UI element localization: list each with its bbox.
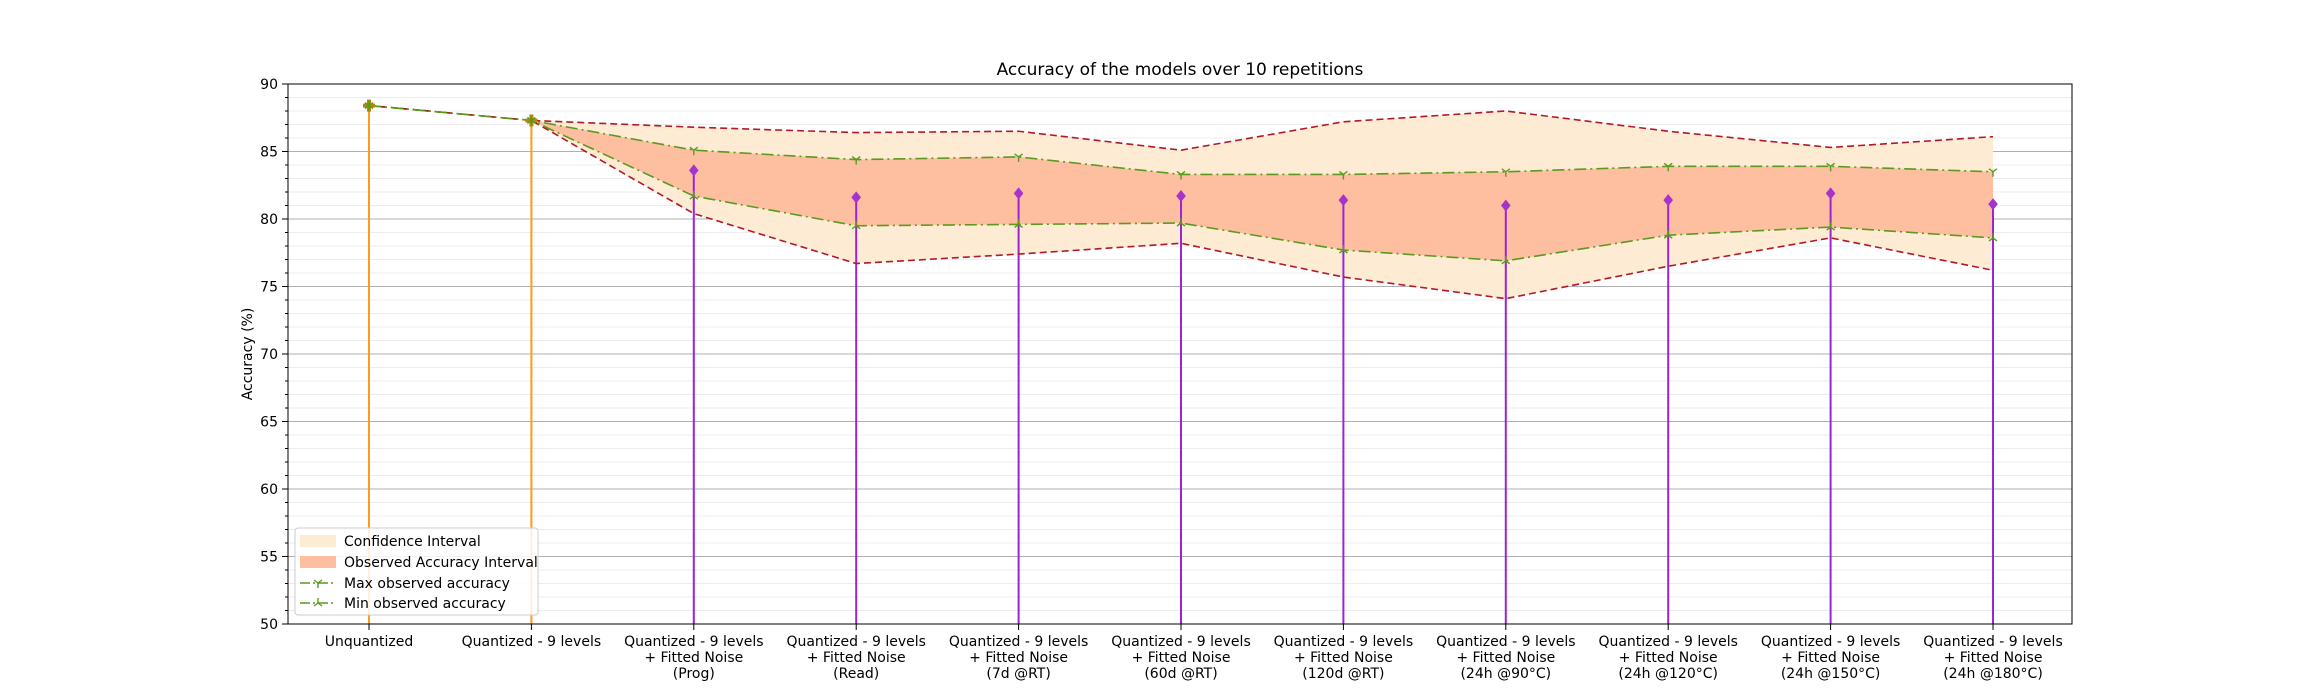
- min-marker: [851, 220, 861, 230]
- max-marker: [1338, 170, 1348, 180]
- max-marker: [1176, 170, 1186, 180]
- mean-marker: [689, 164, 699, 177]
- min-marker: [1176, 218, 1186, 227]
- min-marker: [1988, 232, 1998, 242]
- y-axis: 50 55 60 65 70 75 80 85 90: [260, 77, 288, 633]
- stems: [368, 105, 1994, 624]
- max-marker: [689, 146, 699, 156]
- x-tick-label: Unquantized: [325, 634, 414, 650]
- max-marker: [1501, 168, 1511, 177]
- x-tick-label: Quantized - 9 levels + Fitted Noise (24h @…: [1761, 634, 1900, 682]
- observed-accuracy-band: [369, 105, 1993, 261]
- mean-marker: [1988, 198, 1998, 211]
- mean-marker: [1663, 194, 1673, 207]
- y-tick-label: 65: [260, 415, 278, 431]
- x-tick-label: Quantized - 9 levels + Fitted Noise (Read): [786, 634, 925, 682]
- y-tick-label: 55: [260, 550, 278, 566]
- min-marker: [689, 191, 699, 200]
- ci-upper-line: [368, 104, 1994, 151]
- legend-label: Max observed accuracy: [344, 576, 510, 592]
- x-axis: Unquantized Quantized - 9 levels Quantized…: [325, 624, 2063, 682]
- mean-marker: [1176, 190, 1186, 203]
- mean-marker: [1338, 194, 1349, 207]
- max-marker: [1014, 153, 1024, 162]
- y-tick-label: 75: [260, 280, 278, 296]
- y-tick-label: 50: [260, 617, 278, 633]
- y-tick-label: 60: [260, 482, 278, 498]
- y-tick-label: 80: [260, 212, 278, 228]
- y-tick-label: 85: [260, 145, 278, 161]
- max-marker: [1988, 168, 1998, 177]
- legend-marker-min: [313, 598, 323, 607]
- legend: Confidence Interval Observed Accuracy Int…: [294, 527, 539, 616]
- min-marker: [364, 100, 374, 110]
- max-marker: [851, 156, 861, 165]
- x-tick-label: Quantized - 9 levels + Fitted Noise (24h @…: [1923, 634, 2062, 682]
- legend-swatch-confidence: [300, 535, 336, 547]
- min-marker: [1826, 222, 1836, 231]
- mean-marker: [1013, 187, 1024, 200]
- legend-box: [294, 527, 539, 616]
- min-marker: [1501, 255, 1511, 265]
- legend-marker-max: [313, 579, 323, 588]
- min-marker: [526, 115, 536, 125]
- y-axis-label: Accuracy (%): [240, 308, 256, 401]
- legend-label: Observed Accuracy Interval: [344, 555, 538, 571]
- min-marker: [1338, 245, 1348, 254]
- max-marker: [1826, 162, 1836, 172]
- x-tick-label: Quantized - 9 levels + Fitted Noise (24h @…: [1436, 634, 1575, 682]
- x-tick-label: Quantized - 9 levels + Fitted Noise (7d @R…: [949, 634, 1088, 682]
- mean-marker: [1501, 199, 1511, 212]
- legend-label: Confidence Interval: [344, 534, 481, 550]
- max-marker: [1663, 162, 1673, 172]
- mean-marker: [851, 191, 861, 204]
- x-tick-label: Quantized - 9 levels + Fitted Noise (24h @…: [1598, 634, 1737, 682]
- x-tick-label: Quantized - 9 levels + Fitted Noise (120d …: [1274, 634, 1413, 682]
- min-marker: [1663, 230, 1673, 239]
- y-tick-label: 70: [260, 347, 278, 363]
- mean-marker: [1825, 187, 1836, 200]
- legend-swatch-observed: [300, 556, 336, 568]
- legend-label: Min observed accuracy: [344, 596, 506, 612]
- series-markers: [363, 99, 1998, 265]
- chart-title: Accuracy of the models over 10 repetitio…: [997, 60, 1364, 80]
- x-tick-label: Quantized - 9 levels + Fitted Noise (60d @…: [1111, 634, 1250, 682]
- x-tick-label: Quantized - 9 levels + Fitted Noise (Prog): [624, 634, 763, 682]
- x-tick-label: Quantized - 9 levels: [462, 634, 601, 650]
- ci-lower-line: [368, 104, 1994, 300]
- y-tick-label: 90: [260, 77, 278, 93]
- min-marker: [1014, 219, 1024, 228]
